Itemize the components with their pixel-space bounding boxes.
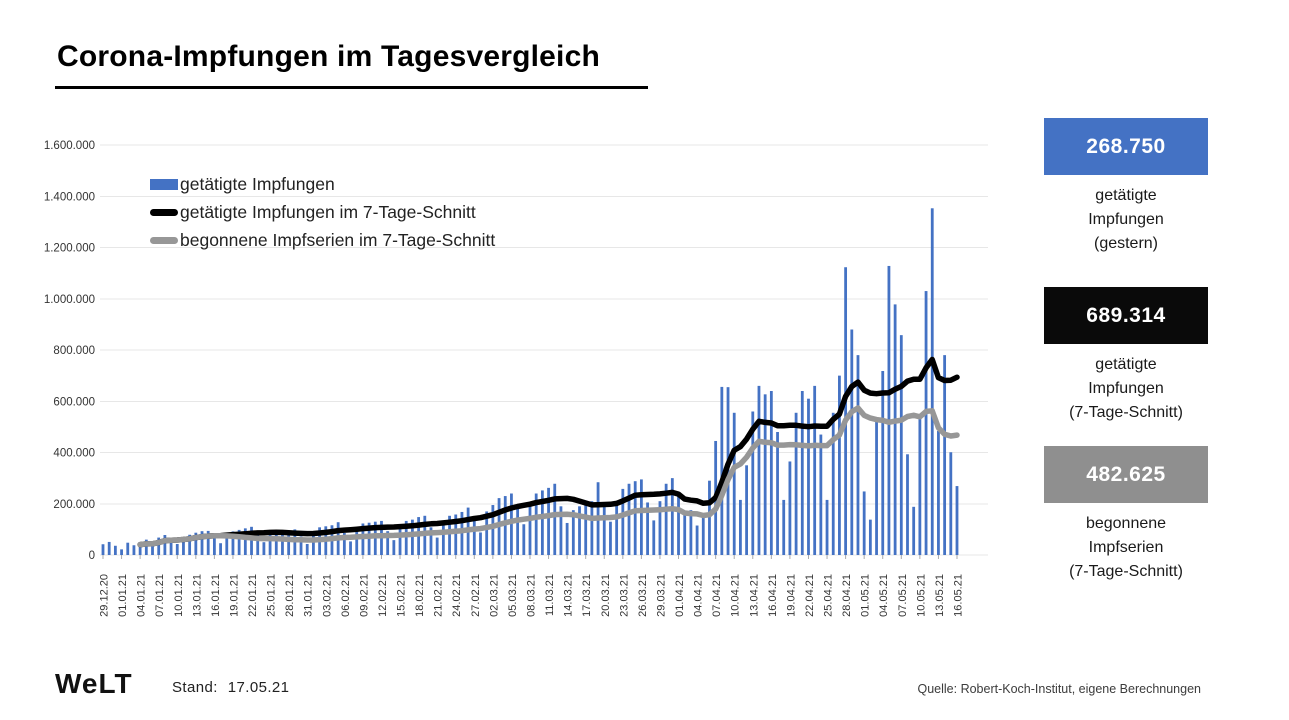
bar-swatch-icon xyxy=(150,178,178,190)
svg-text:1.600.000: 1.600.000 xyxy=(44,140,95,152)
svg-text:02.03.21: 02.03.21 xyxy=(488,574,500,617)
gray-line-swatch-icon xyxy=(150,236,178,244)
y-axis-labels: 1.600.000 1.400.000 1.200.000 1.000.000 800.… xyxy=(44,140,95,562)
legend-item-total-avg-line: getätigte Impfungen im 7-Tage-Schnitt xyxy=(150,198,495,226)
total-7day-avg-line xyxy=(137,356,960,548)
vaccinations-chart: 1.600.000 1.400.000 1.200.000 1.000.000 800.… xyxy=(44,140,988,617)
svg-text:29.03.21: 29.03.21 xyxy=(655,574,667,617)
legend-item-daily-bars: getätigte Impfungen xyxy=(150,170,495,198)
x-axis-labels: 29.12.20 01.01.21 04.01.21 07.01.21 10.01.21… xyxy=(99,574,965,617)
svg-text:21.02.21: 21.02.21 xyxy=(433,574,445,617)
svg-text:10.01.21: 10.01.21 xyxy=(173,574,185,617)
svg-text:13.04.21: 13.04.21 xyxy=(748,574,760,617)
first-dose-7day-avg-line xyxy=(137,405,960,548)
svg-text:01.01.21: 01.01.21 xyxy=(117,574,129,617)
svg-text:400.000: 400.000 xyxy=(53,448,95,460)
svg-text:04.05.21: 04.05.21 xyxy=(878,574,890,617)
svg-text:13.05.21: 13.05.21 xyxy=(934,574,946,617)
stat-value-badge: 689.314 xyxy=(1044,287,1208,344)
svg-text:25.04.21: 25.04.21 xyxy=(823,574,835,617)
svg-text:03.02.21: 03.02.21 xyxy=(321,574,333,617)
svg-text:01.05.21: 01.05.21 xyxy=(860,574,872,617)
svg-text:16.01.21: 16.01.21 xyxy=(210,574,222,617)
svg-text:10.05.21: 10.05.21 xyxy=(915,574,927,617)
legend-label: getätigte Impfungen xyxy=(180,173,335,194)
stat-caption: getätigte Impfungen (gestern) xyxy=(1088,187,1164,252)
stand-value: 17.05.21 xyxy=(227,679,290,696)
svg-text:19.04.21: 19.04.21 xyxy=(785,574,797,617)
svg-text:1.400.000: 1.400.000 xyxy=(44,191,95,203)
svg-text:04.04.21: 04.04.21 xyxy=(693,574,705,617)
page-title: Corona-Impfungen im Tagesvergleich xyxy=(55,40,648,89)
svg-text:11.03.21: 11.03.21 xyxy=(544,574,556,616)
source-credit: Quelle: Robert-Koch-Institut, eigene Ber… xyxy=(917,682,1201,696)
svg-text:07.04.21: 07.04.21 xyxy=(711,574,723,617)
svg-text:29.12.20: 29.12.20 xyxy=(99,574,111,617)
svg-text:28.04.21: 28.04.21 xyxy=(841,574,853,617)
stat-caption: begonnene Impfserien (7-Tage-Schnitt) xyxy=(1069,515,1183,580)
black-line-swatch-icon xyxy=(150,208,178,216)
svg-text:600.000: 600.000 xyxy=(53,396,95,408)
svg-text:01.04.21: 01.04.21 xyxy=(674,574,686,617)
svg-text:07.01.21: 07.01.21 xyxy=(154,574,166,617)
stat-card-first-dose-7day: 482.625 begonnene Impfserien (7-Tage-Sch… xyxy=(1044,446,1208,584)
svg-text:24.02.21: 24.02.21 xyxy=(451,574,463,617)
svg-text:17.03.21: 17.03.21 xyxy=(581,574,593,617)
svg-text:15.02.21: 15.02.21 xyxy=(396,574,408,617)
svg-text:16.05.21: 16.05.21 xyxy=(952,574,964,617)
svg-text:27.02.21: 27.02.21 xyxy=(470,574,482,617)
status-date: Stand: 17.05.21 xyxy=(172,679,289,696)
svg-text:25.01.21: 25.01.21 xyxy=(266,574,278,617)
svg-text:19.01.21: 19.01.21 xyxy=(228,574,240,617)
svg-text:10.04.21: 10.04.21 xyxy=(730,574,742,617)
svg-text:07.05.21: 07.05.21 xyxy=(897,574,909,617)
svg-text:05.03.21: 05.03.21 xyxy=(507,574,519,617)
stat-card-total-7day: 689.314 getätigte Impfungen (7-Tage-Schn… xyxy=(1044,287,1208,425)
svg-text:20.03.21: 20.03.21 xyxy=(600,574,612,617)
svg-text:14.03.21: 14.03.21 xyxy=(563,574,575,617)
svg-text:31.01.21: 31.01.21 xyxy=(303,574,315,617)
svg-text:04.01.21: 04.01.21 xyxy=(136,574,148,617)
svg-text:22.01.21: 22.01.21 xyxy=(247,574,259,617)
svg-text:18.02.21: 18.02.21 xyxy=(414,574,426,617)
x-axis-ticks xyxy=(102,555,958,559)
legend-label: getätigte Impfungen im 7-Tage-Schnitt xyxy=(180,201,476,222)
legend-label: begonnene Impfserien im 7-Tage-Schnitt xyxy=(180,229,496,250)
svg-text:200.000: 200.000 xyxy=(53,499,95,511)
svg-text:1.200.000: 1.200.000 xyxy=(44,243,95,255)
stand-label: Stand: xyxy=(172,679,218,696)
svg-text:22.04.21: 22.04.21 xyxy=(804,574,816,617)
stat-value-badge: 482.625 xyxy=(1044,446,1208,503)
svg-text:16.04.21: 16.04.21 xyxy=(767,574,779,617)
stat-caption: getätigte Impfungen (7-Tage-Schnitt) xyxy=(1069,356,1183,421)
svg-text:800.000: 800.000 xyxy=(53,345,95,357)
svg-text:1.000.000: 1.000.000 xyxy=(44,294,95,306)
legend-item-first-dose-avg-line: begonnene Impfserien im 7-Tage-Schnitt xyxy=(150,226,495,254)
svg-text:12.02.21: 12.02.21 xyxy=(377,574,389,617)
stat-card-yesterday: 268.750 getätigte Impfungen (gestern) xyxy=(1044,118,1208,256)
svg-text:26.03.21: 26.03.21 xyxy=(637,574,649,617)
svg-text:09.02.21: 09.02.21 xyxy=(358,574,370,617)
svg-text:08.03.21: 08.03.21 xyxy=(525,574,537,617)
svg-text:23.03.21: 23.03.21 xyxy=(618,574,630,617)
svg-text:28.01.21: 28.01.21 xyxy=(284,574,296,617)
stat-value-badge: 268.750 xyxy=(1044,118,1208,175)
svg-text:0: 0 xyxy=(89,550,95,562)
svg-text:06.02.21: 06.02.21 xyxy=(340,574,352,617)
welt-logo: WeLT xyxy=(55,668,133,699)
chart-legend: getätigte Impfungen getätigte Impfungen … xyxy=(150,170,495,254)
svg-text:13.01.21: 13.01.21 xyxy=(191,574,203,617)
